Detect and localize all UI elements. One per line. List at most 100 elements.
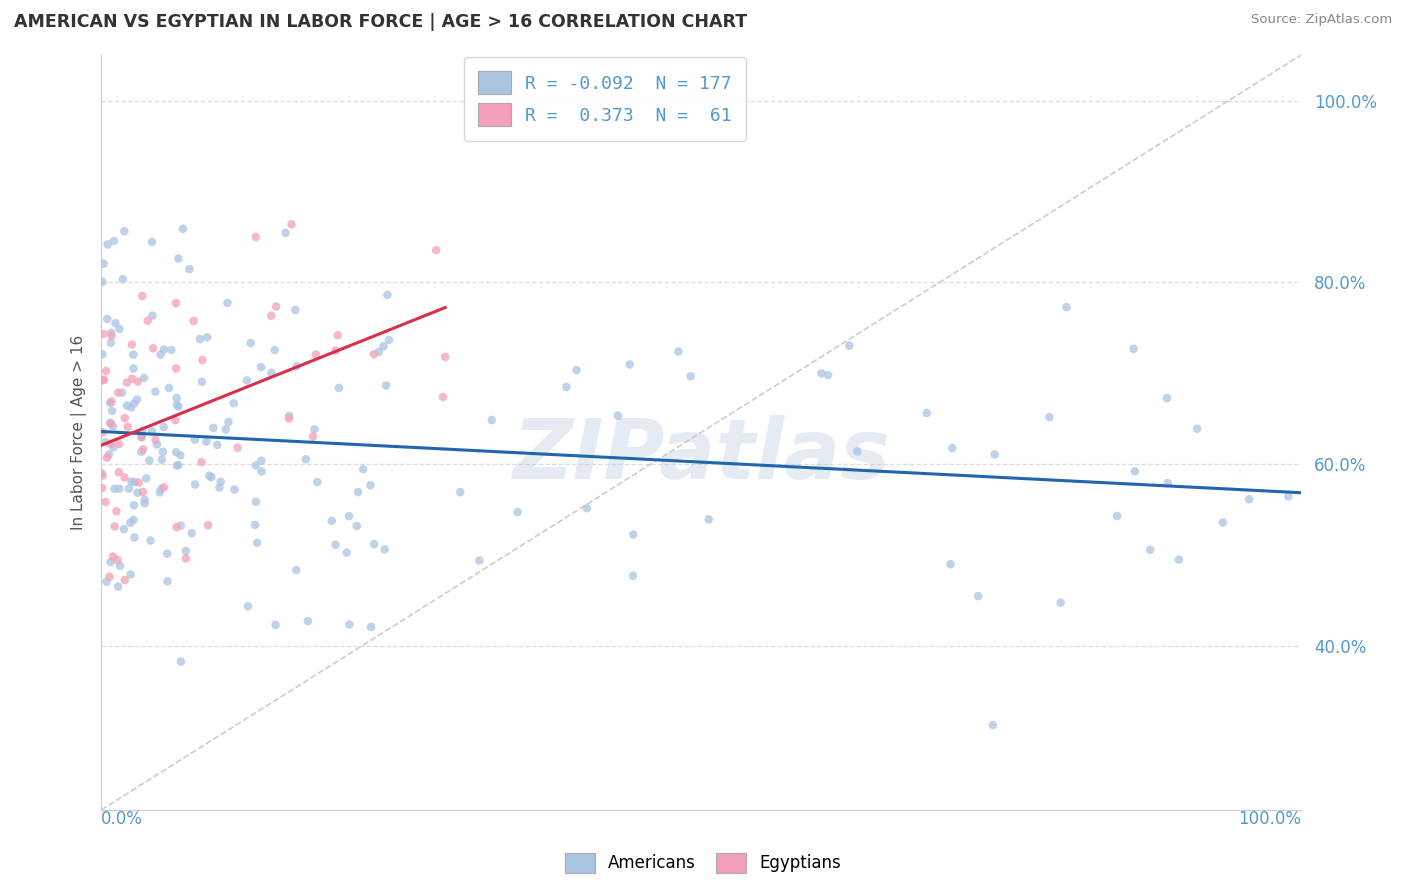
Point: [149, 348, 172, 362]
Point: [838, 339, 860, 353]
Point: [134, 492, 156, 507]
Point: [174, 551, 197, 566]
Point: [107, 465, 129, 479]
Point: [1212, 516, 1234, 530]
Point: [1168, 552, 1191, 566]
Point: [100, 326, 122, 340]
Point: [91, 425, 114, 439]
Point: [132, 442, 155, 457]
Point: [621, 527, 644, 541]
Point: [91, 481, 114, 495]
Point: [114, 573, 136, 587]
Point: [363, 537, 385, 551]
Point: [378, 333, 401, 347]
Point: [363, 347, 385, 361]
Point: [107, 580, 129, 594]
Point: [285, 563, 308, 577]
Point: [169, 448, 191, 462]
Point: [131, 444, 153, 458]
Point: [209, 475, 232, 489]
Point: [100, 329, 122, 343]
Point: [245, 458, 267, 473]
Point: [122, 361, 145, 376]
Point: [1139, 542, 1161, 557]
Point: [165, 413, 187, 427]
Point: [981, 718, 1004, 732]
Point: [1123, 464, 1146, 478]
Point: [108, 322, 131, 336]
Point: [145, 433, 167, 447]
Point: [98, 396, 121, 410]
Point: [141, 309, 163, 323]
Point: [245, 230, 267, 244]
Point: [141, 425, 163, 439]
Point: [506, 505, 529, 519]
Point: [120, 567, 142, 582]
Point: [91, 275, 114, 289]
Point: [165, 296, 187, 310]
Point: [260, 309, 283, 323]
Text: 0.0%: 0.0%: [101, 810, 143, 828]
Point: [302, 429, 325, 443]
Point: [121, 372, 143, 386]
Point: [215, 423, 238, 437]
Point: [1157, 476, 1180, 491]
Point: [153, 343, 176, 357]
Point: [96, 312, 118, 326]
Point: [373, 339, 395, 353]
Point: [188, 332, 211, 346]
Point: [156, 574, 179, 589]
Point: [131, 430, 153, 444]
Point: [115, 376, 138, 390]
Point: [359, 478, 381, 492]
Point: [98, 570, 121, 584]
Point: [468, 553, 491, 567]
Point: [621, 568, 644, 582]
Point: [377, 288, 399, 302]
Point: [103, 441, 125, 455]
Point: [100, 555, 122, 569]
Point: [434, 350, 457, 364]
Point: [274, 226, 297, 240]
Point: [160, 343, 183, 357]
Point: [142, 341, 165, 355]
Point: [297, 614, 319, 628]
Point: [222, 396, 245, 410]
Point: [104, 316, 127, 330]
Point: [101, 549, 124, 564]
Point: [328, 381, 350, 395]
Point: [108, 437, 131, 451]
Point: [96, 450, 118, 465]
Point: [284, 303, 307, 318]
Point: [184, 477, 207, 491]
Point: [114, 470, 136, 484]
Point: [100, 437, 122, 451]
Point: [124, 531, 146, 545]
Point: [125, 392, 148, 407]
Point: [122, 513, 145, 527]
Point: [105, 504, 128, 518]
Point: [138, 453, 160, 467]
Point: [697, 512, 720, 526]
Point: [127, 485, 149, 500]
Point: [180, 526, 202, 541]
Point: [246, 536, 269, 550]
Point: [236, 599, 259, 614]
Point: [170, 518, 193, 533]
Point: [114, 411, 136, 425]
Point: [117, 419, 139, 434]
Point: [207, 438, 229, 452]
Point: [120, 516, 142, 530]
Point: [679, 369, 702, 384]
Point: [619, 358, 641, 372]
Point: [941, 441, 963, 455]
Point: [226, 441, 249, 455]
Point: [305, 347, 328, 361]
Point: [136, 313, 159, 327]
Point: [1107, 509, 1129, 524]
Point: [121, 337, 143, 351]
Point: [1185, 422, 1208, 436]
Point: [326, 328, 349, 343]
Point: [97, 237, 120, 252]
Point: [141, 235, 163, 249]
